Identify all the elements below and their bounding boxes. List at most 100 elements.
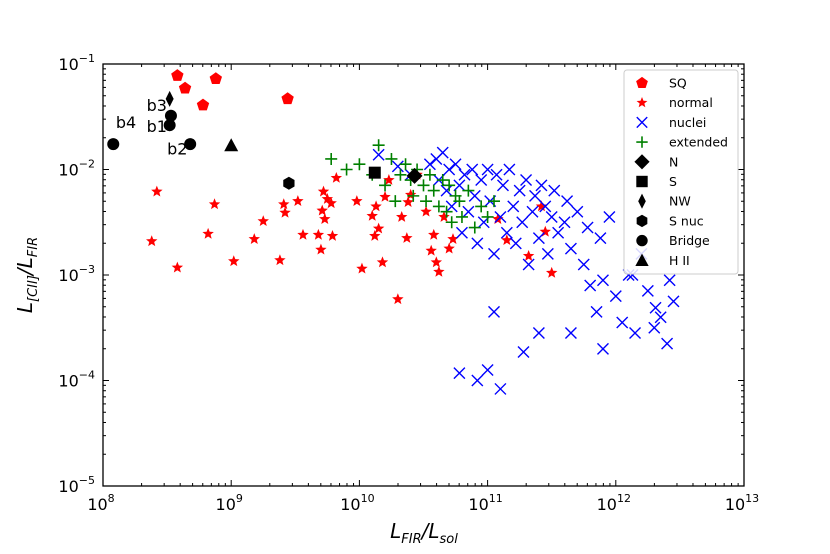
data-point-normal [383, 174, 395, 185]
data-point-nuclei [584, 279, 597, 292]
data-point-extended [417, 179, 430, 192]
data-point-nuclei [577, 258, 590, 271]
data-point-nuclei [453, 179, 466, 192]
data-point-sq [281, 92, 294, 105]
data-point-extended [481, 210, 494, 223]
y-tick-label: 10−1 [58, 52, 95, 74]
data-point-nuclei [654, 311, 667, 324]
data-point-nuclei [471, 237, 484, 250]
data-point-nuclei [494, 210, 507, 223]
data-point-nuclei [423, 158, 436, 171]
data-point-nuclei [667, 295, 680, 308]
data-point-n [406, 167, 423, 184]
data-point-extended [423, 168, 436, 181]
legend: SQ normal nuclei extended NS NW S nuc Bridge H I… [623, 69, 739, 275]
series-s-nuc [283, 176, 295, 190]
data-point-nuclei [609, 290, 622, 303]
data-point-extended [432, 200, 445, 213]
legend-label: S [669, 174, 677, 189]
data-point-extended [340, 163, 353, 176]
data-point-nuclei [517, 346, 530, 359]
data-point-normal [425, 244, 437, 256]
data-point-normal [401, 232, 413, 243]
data-point-nuclei [372, 148, 385, 161]
annotation-label: b3 [147, 96, 167, 115]
data-point-nuclei [471, 374, 484, 387]
legend-label: S nuc [669, 213, 704, 228]
data-marks [107, 69, 680, 395]
data-point-nuclei [475, 174, 488, 187]
data-point-extended [407, 189, 420, 202]
legend-marker [636, 234, 648, 247]
data-point-h-ii [224, 138, 239, 152]
data-point-sq [178, 81, 192, 94]
data-point-normal [522, 250, 535, 261]
series-bridge [107, 109, 197, 151]
y-tick-label: 10−5 [58, 474, 95, 496]
legend-label: extended [669, 135, 728, 150]
legend-label: NW [669, 194, 691, 209]
data-point-normal [379, 190, 391, 202]
annotations: b3 b1 b4 b2 [116, 96, 188, 158]
data-point-normal [317, 185, 330, 197]
data-point-nuclei [488, 305, 501, 318]
data-point-bridge [184, 138, 197, 151]
data-point-nuclei [391, 160, 404, 173]
data-point-normal [351, 195, 363, 206]
data-point-normal [438, 210, 450, 222]
data-point-normal [325, 197, 337, 209]
data-point-normal [326, 229, 339, 241]
data-point-nuclei [629, 327, 642, 340]
data-point-normal [171, 261, 184, 273]
data-point-nuclei [488, 247, 501, 260]
data-point-nuclei [494, 382, 507, 395]
legend-marker [636, 116, 648, 129]
series-s [368, 166, 381, 179]
series-h-ii [224, 138, 239, 152]
series-nuclei [372, 146, 680, 395]
data-point-nuclei [663, 274, 676, 287]
series-sq [171, 69, 294, 111]
data-point-nuclei [641, 284, 654, 297]
data-point-sq [209, 72, 222, 85]
data-point-normal [274, 254, 286, 266]
data-point-extended [372, 139, 385, 152]
x-tick-label: 109 [216, 492, 243, 514]
data-point-extended [443, 179, 456, 192]
data-point-normal [392, 293, 404, 305]
data-point-nuclei [529, 189, 542, 202]
data-point-nuclei [561, 195, 574, 208]
legend-label: H II [669, 253, 690, 268]
data-point-nuclei [532, 327, 545, 340]
legend-marker [636, 214, 648, 228]
data-point-extended [455, 210, 468, 223]
data-point-nuclei [490, 168, 503, 181]
data-point-normal [208, 198, 221, 210]
series-normal [146, 168, 558, 305]
y-axis-title: L[CII]/LFIR [13, 237, 41, 313]
data-point-normal [292, 195, 304, 206]
data-point-normal [202, 227, 214, 239]
series-extended [325, 139, 501, 234]
data-point-normal [278, 198, 290, 210]
data-point-normal [402, 196, 414, 208]
data-point-extended [453, 195, 466, 208]
data-point-nuclei [539, 200, 552, 213]
data-point-normal [316, 204, 328, 216]
data-point-nuclei [545, 210, 558, 223]
data-point-normal [433, 265, 445, 277]
data-point-normal [370, 200, 382, 212]
data-point-nuclei [564, 242, 577, 255]
data-point-nuclei [503, 163, 516, 176]
legend-marker [635, 253, 649, 266]
annotation-label: b1 [147, 117, 167, 136]
data-point-nuclei [481, 163, 494, 176]
data-point-normal [396, 210, 408, 222]
y-tick-label: 10−4 [58, 369, 95, 391]
data-point-normal [312, 228, 325, 240]
data-point-nuclei [590, 305, 603, 318]
data-point-normal [420, 205, 432, 217]
data-point-normal [146, 235, 158, 247]
data-point-normal [545, 266, 558, 278]
